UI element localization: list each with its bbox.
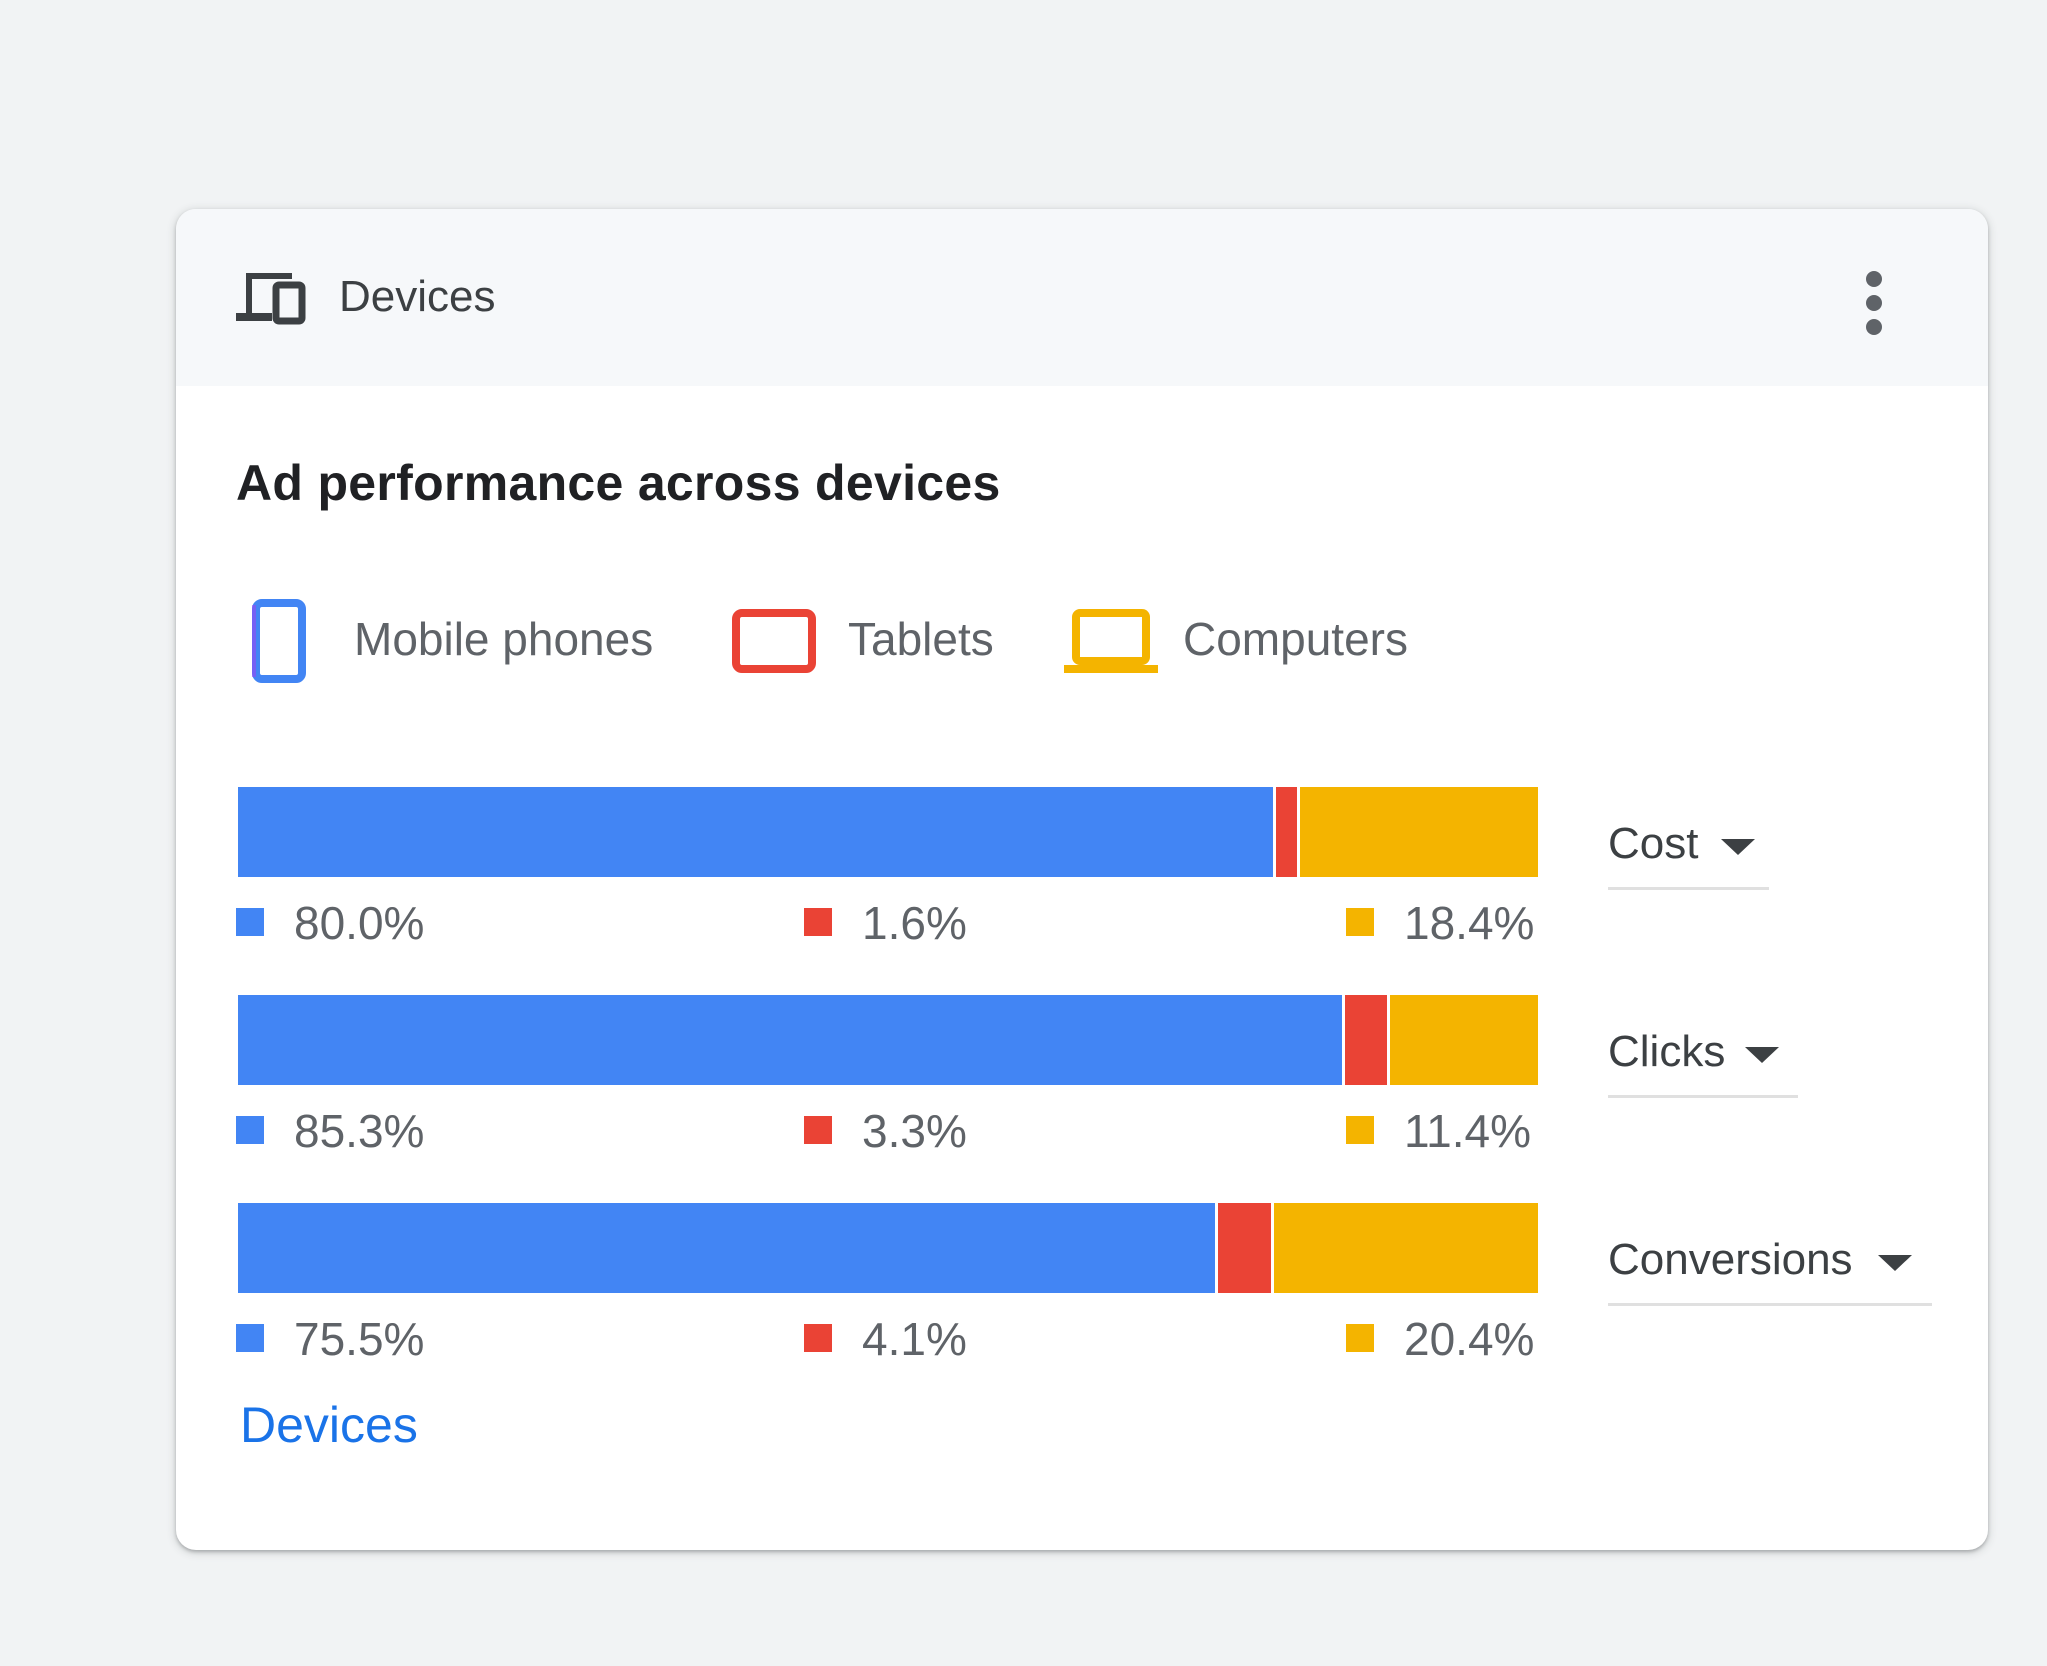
- bar-segment-mobile: [238, 787, 1274, 877]
- percent-value: 75.5%: [294, 1313, 425, 1365]
- legend-swatch: [804, 1324, 832, 1352]
- metric-dropdown-label: Cost: [1608, 819, 1699, 868]
- more-vert-dot: [1866, 319, 1882, 335]
- arrow-drop-down-icon: [1745, 1047, 1779, 1063]
- bar-segment-mobile: [238, 995, 1342, 1085]
- stacked-bar-clicks: [238, 995, 1538, 1085]
- metric-dropdown-label: Conversions: [1608, 1235, 1853, 1284]
- metric-dropdown-label: Clicks: [1608, 1027, 1726, 1076]
- bar-segment-tablet: [1214, 1203, 1272, 1293]
- tablet-icon: [732, 609, 816, 673]
- legend-swatch: [804, 1116, 832, 1144]
- smartphone-icon: [252, 599, 306, 683]
- legend-label-mobile: Mobile phones: [354, 613, 654, 665]
- percent-value: 20.4%: [1404, 1313, 1535, 1365]
- arrow-drop-down-icon: [1878, 1255, 1912, 1271]
- bar-segment-tablet: [1341, 995, 1388, 1085]
- percent-value: 18.4%: [1404, 897, 1535, 949]
- bar-segment-tablet: [1273, 787, 1297, 877]
- laptop-icon: [1064, 609, 1158, 673]
- percent-value: 11.4%: [1404, 1105, 1532, 1157]
- more-options-button[interactable]: [1846, 265, 1902, 341]
- percent-value: 85.3%: [294, 1105, 425, 1157]
- chart-title: Ad performance across devices: [236, 455, 1001, 511]
- bar-segment-computer: [1387, 995, 1538, 1085]
- devices-icon: [236, 273, 306, 325]
- devices-card: Devices Ad performance across devices Mo…: [176, 209, 1988, 1550]
- legend-swatch: [1346, 1324, 1374, 1352]
- percent-value: 3.3%: [862, 1105, 967, 1157]
- card-header-title: Devices: [339, 272, 496, 321]
- card-header: Devices: [176, 209, 1988, 386]
- legend-label-tablets: Tablets: [848, 613, 994, 665]
- legend-swatch: [804, 908, 832, 936]
- legend-swatch: [236, 908, 264, 936]
- stacked-bar-conversions: [238, 1203, 1538, 1293]
- metric-dropdown-conversions[interactable]: Conversions: [1608, 1223, 1932, 1306]
- legend-label-computers: Computers: [1183, 613, 1408, 665]
- devices-link[interactable]: Devices: [240, 1397, 418, 1453]
- bar-segment-mobile: [238, 1203, 1215, 1293]
- percent-value: 4.1%: [862, 1313, 967, 1365]
- bar-segment-computer: [1271, 1203, 1538, 1293]
- metric-dropdown-cost[interactable]: Cost: [1608, 807, 1769, 890]
- legend-swatch: [236, 1324, 264, 1352]
- percent-value: 1.6%: [862, 897, 967, 949]
- legend-swatch: [1346, 908, 1374, 936]
- metric-dropdown-clicks[interactable]: Clicks: [1608, 1015, 1798, 1098]
- arrow-drop-down-icon: [1721, 839, 1755, 855]
- percent-value: 80.0%: [294, 897, 425, 949]
- more-vert-icon: [1866, 271, 1882, 287]
- more-vert-dot: [1866, 295, 1882, 311]
- stacked-bar-cost: [238, 787, 1539, 877]
- legend-swatch: [1346, 1116, 1374, 1144]
- legend-swatch: [236, 1116, 264, 1144]
- bar-segment-computer: [1296, 787, 1539, 877]
